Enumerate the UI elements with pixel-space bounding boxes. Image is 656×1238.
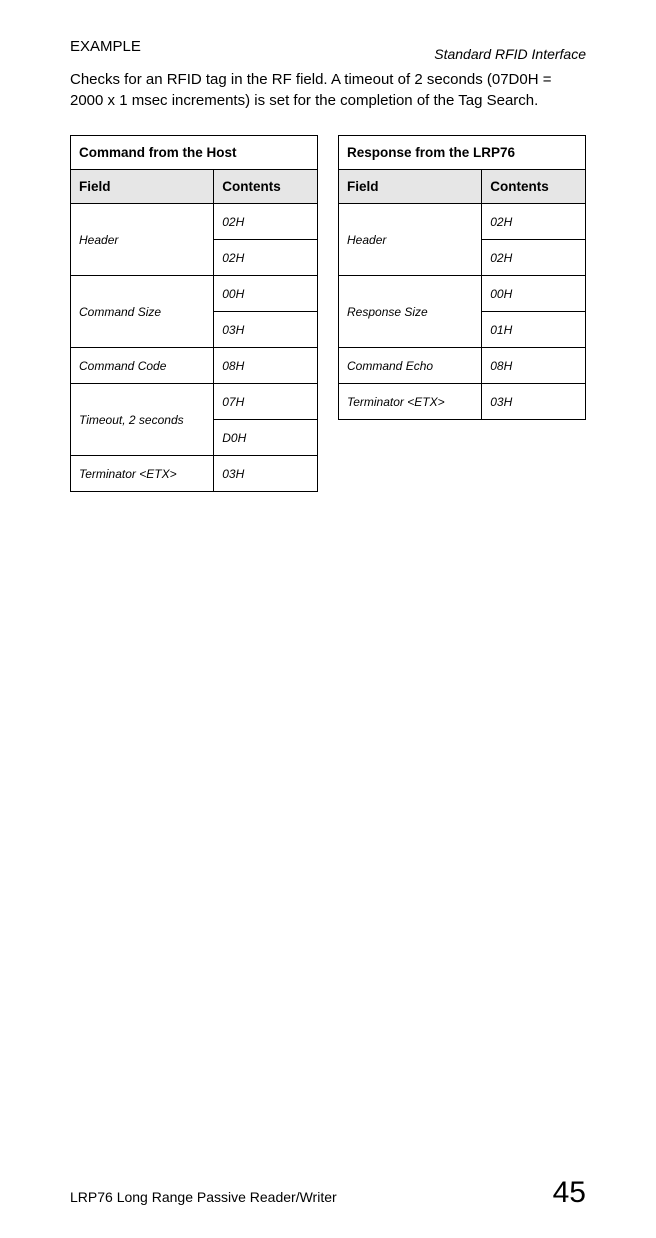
- table-row: Command Size 00H: [71, 276, 318, 312]
- cell-field: Command Size: [71, 276, 214, 348]
- tables-container: Command from the Host Field Contents Hea…: [70, 135, 586, 492]
- cell-field: Terminator <ETX>: [71, 456, 214, 492]
- table-header-contents: Contents: [482, 170, 586, 204]
- cell-contents: 02H: [214, 204, 318, 240]
- table-row: Command Code 08H: [71, 348, 318, 384]
- table-row: Timeout, 2 seconds 07H: [71, 384, 318, 420]
- cell-contents: 02H: [482, 240, 586, 276]
- table-row: Terminator <ETX> 03H: [71, 456, 318, 492]
- page: Standard RFID Interface EXAMPLE Checks f…: [0, 38, 656, 1238]
- table-header-field: Field: [71, 170, 214, 204]
- table-row: Response Size 00H: [339, 276, 586, 312]
- cell-contents: 03H: [214, 312, 318, 348]
- table-title-row: Command from the Host: [71, 136, 318, 170]
- cell-contents: 08H: [482, 348, 586, 384]
- cell-contents: 00H: [482, 276, 586, 312]
- cell-field: Timeout, 2 seconds: [71, 384, 214, 456]
- table-row: Terminator <ETX> 03H: [339, 384, 586, 420]
- table-header-contents: Contents: [214, 170, 318, 204]
- page-footer: LRP76 Long Range Passive Reader/Writer 4…: [70, 1176, 586, 1210]
- response-table: Response from the LRP76 Field Contents H…: [338, 135, 586, 420]
- running-header: Standard RFID Interface: [434, 46, 586, 62]
- table-header-row: Field Contents: [339, 170, 586, 204]
- table-title: Command from the Host: [71, 136, 318, 170]
- table-row: Header 02H: [339, 204, 586, 240]
- table-header-row: Field Contents: [71, 170, 318, 204]
- cell-contents: 00H: [214, 276, 318, 312]
- cell-contents: 03H: [482, 384, 586, 420]
- table-title: Response from the LRP76: [339, 136, 586, 170]
- table-row: Header 02H: [71, 204, 318, 240]
- cell-contents: 03H: [214, 456, 318, 492]
- cell-field: Header: [339, 204, 482, 276]
- cell-contents: 01H: [482, 312, 586, 348]
- cell-field: Terminator <ETX>: [339, 384, 482, 420]
- table-header-field: Field: [339, 170, 482, 204]
- table-row: Command Echo 08H: [339, 348, 586, 384]
- cell-field: Header: [71, 204, 214, 276]
- cell-contents: 02H: [482, 204, 586, 240]
- cell-field: Response Size: [339, 276, 482, 348]
- cell-contents: 02H: [214, 240, 318, 276]
- command-table: Command from the Host Field Contents Hea…: [70, 135, 318, 492]
- cell-contents: 07H: [214, 384, 318, 420]
- cell-field: Command Code: [71, 348, 214, 384]
- footer-page-number: 45: [553, 1176, 586, 1210]
- footer-doc-title: LRP76 Long Range Passive Reader/Writer: [70, 1189, 337, 1205]
- cell-contents: 08H: [214, 348, 318, 384]
- cell-field: Command Echo: [339, 348, 482, 384]
- section-description: Checks for an RFID tag in the RF field. …: [70, 69, 586, 111]
- cell-contents: D0H: [214, 420, 318, 456]
- table-title-row: Response from the LRP76: [339, 136, 586, 170]
